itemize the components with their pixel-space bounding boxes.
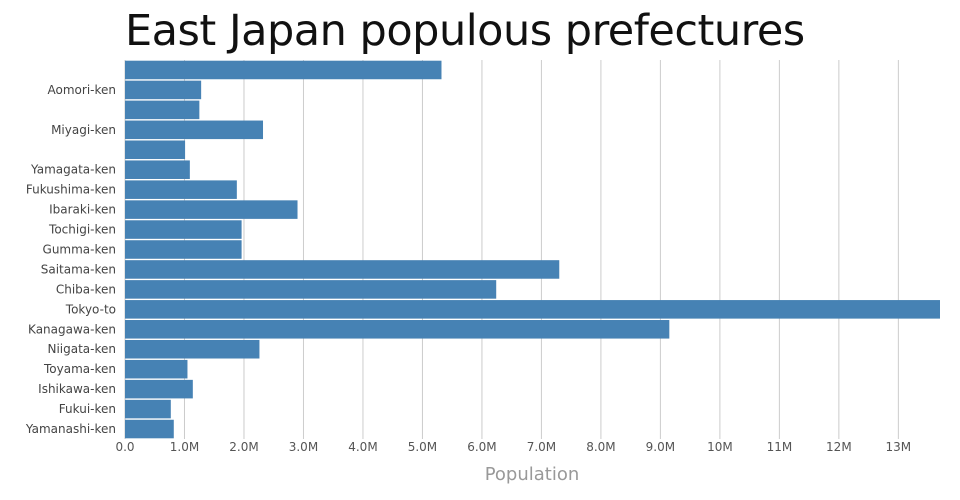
category-label: Chiba-ken [56,282,116,296]
category-label: Kanagawa-ken [28,322,116,336]
x-tick-label: 8.0M [586,440,615,454]
category-label: Ishikawa-ken [38,382,116,396]
bar [125,260,560,279]
x-tick-label: 2.0M [229,440,258,454]
x-tick-label: 13M [886,440,912,454]
category-label: Gumma-ken [43,243,116,257]
chart-title: East Japan populous prefectures [125,6,805,56]
bar [125,339,260,359]
bar [125,419,174,439]
bar [125,240,242,259]
x-tick-label: 3.0M [289,440,318,454]
bar [125,160,190,179]
bar [125,120,264,140]
bar [125,399,171,419]
bar [125,320,670,339]
x-tick-label: 5.0M [408,440,437,454]
x-tick-label: 11M [767,440,793,454]
bar [125,359,188,379]
bar [125,280,497,299]
bar [125,180,237,199]
category-label: Tochigi-ken [48,223,116,237]
x-tick-label: 0.0 [115,440,134,454]
x-tick-label: 9.0M [646,440,675,454]
bar [125,200,298,219]
category-label: Niigata-ken [47,342,116,356]
bar [125,100,200,120]
category-label: Fukui-ken [59,402,116,416]
category-label: Yamanashi-ken [25,422,116,436]
x-tick-label: 6.0M [467,440,496,454]
bar [125,140,186,160]
category-label: Miyagi-ken [51,123,116,137]
x-tick-labels: 0.0 1.0M 2.0M 3.0M 4.0M 5.0M 6.0M 7.0M 8.0M 9.0M 1… [115,440,911,454]
bar [125,300,940,319]
x-tick-label: 1.0M [170,440,199,454]
x-tick-label: 10M [707,440,733,454]
category-label: Fukushima-ken [26,183,116,197]
bars [125,60,940,439]
category-labels: Aomori-ken Miyagi-ken Yamagata-ken Fukushim… [25,83,116,436]
x-axis-title: Population [485,464,580,485]
bar [125,220,242,239]
category-label: Toyama-ken [43,362,116,376]
category-label: Tokyo-to [65,302,116,316]
bar [125,379,193,399]
bar [125,80,202,100]
bar [125,60,442,80]
category-label: Saitama-ken [41,262,116,276]
x-tick-label: 4.0M [348,440,377,454]
category-label: Ibaraki-ken [49,203,116,217]
category-label: Yamagata-ken [30,163,116,177]
x-tick-label: 7.0M [527,440,556,454]
category-label: Aomori-ken [48,83,116,97]
x-tick-label: 12M [826,440,852,454]
